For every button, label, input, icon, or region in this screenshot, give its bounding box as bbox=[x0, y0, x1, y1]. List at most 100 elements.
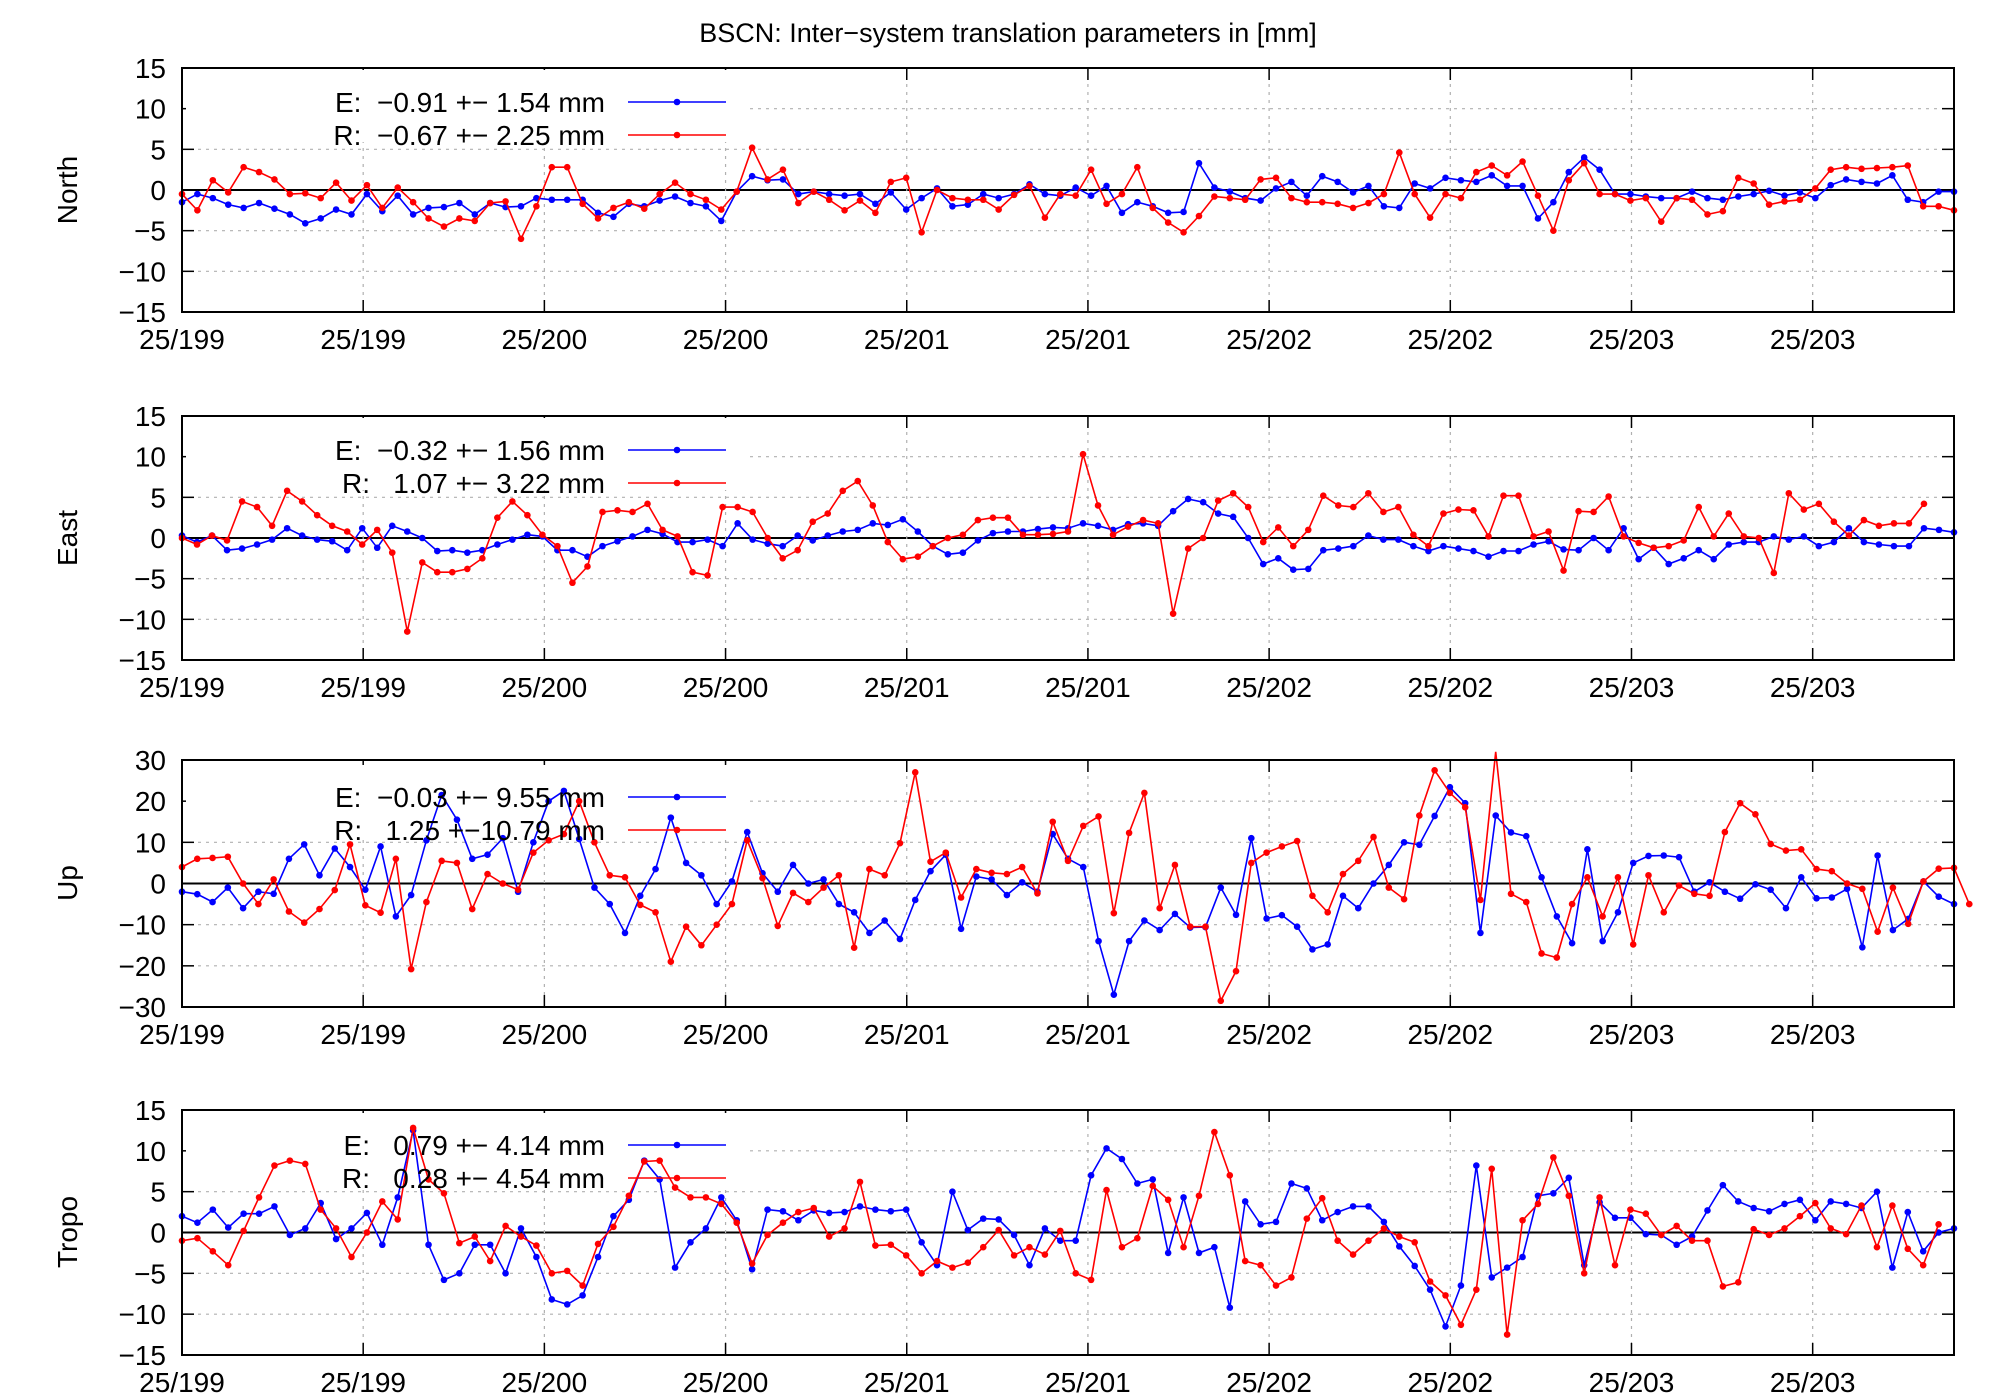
data-point bbox=[533, 1253, 540, 1261]
data-point bbox=[1614, 874, 1622, 881]
data-point bbox=[1550, 198, 1557, 206]
data-point bbox=[1719, 1181, 1727, 1189]
data-point bbox=[1118, 1155, 1126, 1163]
x-tick-label: 25/199 bbox=[139, 324, 225, 355]
data-point bbox=[656, 1157, 663, 1164]
y-tick-label: −5 bbox=[134, 1258, 166, 1289]
data-point bbox=[1385, 861, 1393, 869]
data-point bbox=[403, 628, 411, 635]
data-point bbox=[1241, 1198, 1249, 1205]
data-point bbox=[1904, 162, 1912, 169]
series-r bbox=[178, 450, 1928, 635]
data-point bbox=[464, 549, 471, 556]
x-tick-label: 25/202 bbox=[1407, 324, 1493, 355]
data-point bbox=[301, 220, 309, 227]
data-point bbox=[1781, 1200, 1788, 1208]
data-point bbox=[1226, 1172, 1234, 1179]
data-point bbox=[1812, 185, 1819, 192]
data-point bbox=[820, 884, 827, 891]
data-point bbox=[425, 204, 432, 212]
data-point bbox=[270, 876, 277, 883]
data-point bbox=[1515, 492, 1522, 500]
data-point bbox=[1905, 542, 1913, 550]
x-tick-label: 25/202 bbox=[1407, 1019, 1493, 1050]
data-point bbox=[887, 1241, 895, 1249]
data-point bbox=[1141, 917, 1148, 924]
x-tick-label: 25/203 bbox=[1770, 672, 1856, 703]
data-point bbox=[625, 198, 633, 206]
data-point bbox=[1796, 1196, 1804, 1204]
data-point bbox=[433, 547, 441, 555]
data-point bbox=[1049, 530, 1057, 538]
data-point bbox=[957, 925, 965, 933]
data-point bbox=[1673, 1241, 1680, 1249]
data-point bbox=[379, 204, 386, 212]
data-point bbox=[1538, 874, 1545, 881]
data-point bbox=[1425, 542, 1432, 550]
data-point bbox=[850, 944, 858, 952]
data-point bbox=[240, 1227, 247, 1235]
legend-background bbox=[186, 418, 746, 490]
data-point bbox=[1395, 204, 1403, 212]
data-point bbox=[872, 209, 879, 217]
data-point bbox=[1293, 923, 1301, 931]
data-point bbox=[484, 870, 491, 878]
data-point bbox=[1553, 954, 1561, 961]
x-tick-label: 25/199 bbox=[320, 324, 406, 355]
data-point bbox=[1785, 489, 1793, 497]
legend-marker-e bbox=[673, 1141, 681, 1149]
data-point bbox=[1303, 1215, 1311, 1222]
data-point bbox=[805, 898, 812, 906]
data-point bbox=[301, 1225, 309, 1232]
data-point bbox=[825, 196, 833, 204]
data-point bbox=[1650, 544, 1657, 552]
data-point bbox=[209, 898, 216, 906]
data-point bbox=[388, 549, 396, 556]
data-point bbox=[733, 188, 741, 195]
data-point bbox=[1263, 915, 1270, 922]
data-point bbox=[524, 531, 531, 539]
data-point bbox=[1118, 209, 1126, 217]
data-point bbox=[271, 1203, 278, 1210]
data-point bbox=[1710, 533, 1718, 540]
data-point bbox=[841, 207, 848, 214]
data-point bbox=[764, 1231, 771, 1239]
data-point bbox=[1750, 1225, 1757, 1233]
data-point bbox=[1134, 1180, 1141, 1187]
data-point bbox=[1599, 937, 1606, 945]
data-point bbox=[1278, 843, 1286, 850]
data-point bbox=[610, 1212, 617, 1220]
data-point bbox=[856, 1178, 864, 1186]
x-tick-label: 25/200 bbox=[502, 672, 588, 703]
data-point bbox=[887, 1207, 895, 1215]
data-point bbox=[1440, 510, 1447, 517]
y-tick-label: −15 bbox=[119, 1340, 167, 1371]
data-point bbox=[1139, 516, 1147, 524]
data-point bbox=[914, 553, 922, 561]
x-tick-label: 25/202 bbox=[1226, 1367, 1312, 1398]
data-point bbox=[1965, 900, 1973, 908]
data-point bbox=[748, 172, 756, 180]
data-point bbox=[1565, 1192, 1573, 1200]
data-point bbox=[1596, 166, 1603, 173]
plot-frame bbox=[181, 759, 1955, 1008]
data-point bbox=[1935, 1221, 1942, 1228]
data-point bbox=[1431, 766, 1438, 774]
data-point bbox=[1248, 834, 1255, 842]
y-tick-label: 10 bbox=[135, 827, 166, 858]
data-point bbox=[656, 1176, 663, 1183]
y-tick-label: −10 bbox=[119, 256, 167, 287]
data-point bbox=[825, 190, 833, 198]
data-point bbox=[563, 163, 571, 171]
data-point bbox=[1164, 219, 1172, 226]
data-point bbox=[456, 215, 463, 222]
data-point bbox=[1734, 1279, 1742, 1286]
data-point bbox=[471, 211, 479, 218]
x-tick-label: 25/203 bbox=[1770, 1019, 1856, 1050]
data-point bbox=[545, 797, 552, 805]
data-point bbox=[1596, 1194, 1603, 1201]
data-point bbox=[563, 196, 571, 204]
data-point bbox=[1507, 890, 1515, 898]
data-point bbox=[1920, 878, 1927, 885]
